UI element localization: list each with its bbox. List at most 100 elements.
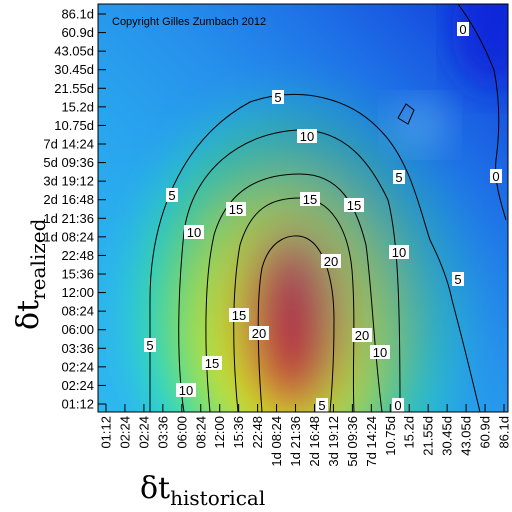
contour-label: 10	[297, 129, 317, 144]
svg-text:15: 15	[205, 356, 219, 371]
x-tick-label: 1d 21:36	[288, 416, 303, 467]
contour-label: 5	[452, 272, 464, 287]
svg-text:δthistorical: δthistorical	[140, 471, 265, 510]
contour-label: 10	[184, 225, 204, 240]
y-tick-label: 10.75d	[54, 118, 94, 133]
svg-text:10: 10	[187, 225, 201, 240]
x-tick-label: 10.75d	[383, 416, 398, 456]
x-tick-label: 1d 08:24	[269, 416, 284, 467]
y-tick-label: 02:24	[61, 378, 94, 393]
svg-text:20: 20	[252, 326, 266, 341]
y-axis-symbol: δt	[11, 300, 46, 330]
svg-text:20: 20	[324, 254, 338, 269]
svg-text:5: 5	[318, 398, 325, 413]
y-tick-label: 3d 19:12	[43, 174, 94, 189]
contour-label: 15	[226, 202, 246, 217]
svg-text:10: 10	[179, 383, 193, 398]
contour-label: 20	[249, 326, 269, 341]
contour-label: 15	[202, 356, 222, 371]
svg-text:5: 5	[168, 188, 175, 203]
x-tick-label: 2d 16:48	[307, 416, 322, 467]
contour-label: 15	[229, 308, 249, 323]
x-tick-label: 43.05d	[459, 416, 474, 456]
svg-text:15: 15	[229, 202, 243, 217]
x-tick-label: 12:00	[212, 416, 227, 449]
contour-label: 10	[176, 383, 196, 398]
svg-text:10: 10	[300, 129, 314, 144]
y-axis-title: δtrealized	[11, 218, 50, 330]
contour-label: 0	[490, 169, 502, 184]
x-tick-label: 86.1d	[497, 416, 512, 449]
x-tick-label: 15.2d	[402, 416, 417, 449]
y-axis: 01:12 02:24 02:24 03:36 06:00 08:24 12:00 15:36…	[43, 7, 106, 412]
contour-label: 0	[392, 398, 404, 413]
y-tick-label: 15.2d	[61, 99, 94, 114]
plot-frame	[97, 3, 509, 413]
x-axis-symbol: δt	[140, 471, 170, 506]
y-tick-label: 86.1d	[61, 7, 94, 22]
contour-label: 5	[166, 188, 178, 203]
svg-text:0: 0	[459, 22, 466, 37]
x-tick-label: 02:24	[136, 416, 151, 449]
y-tick-label: 02:24	[61, 359, 94, 374]
copyright-annotation: Copyright Gilles Zumbach 2012	[112, 16, 266, 28]
x-tick-label: 5d 09:36	[345, 416, 360, 467]
y-tick-label: 03:36	[61, 341, 94, 356]
x-tick-label: 22:48	[250, 416, 265, 449]
x-tick-label: 3d 19:12	[326, 416, 341, 467]
y-tick-label: 12:00	[61, 285, 94, 300]
y-tick-label: 5d 09:36	[43, 155, 94, 170]
svg-text:δtrealized: δtrealized	[11, 218, 50, 330]
y-tick-label: 30.45d	[54, 62, 94, 77]
y-tick-label: 01:12	[61, 397, 94, 412]
contour-label: 5	[316, 398, 328, 413]
plot-area: 0 0 0 5 5 5 5 5 5 10 10 10 10 10 15 15 1…	[98, 4, 508, 413]
x-tick-label: 02:24	[117, 416, 132, 449]
contour-label: 5	[393, 170, 405, 185]
x-tick-label: 7d 14:24	[364, 416, 379, 467]
svg-text:5: 5	[395, 170, 402, 185]
x-axis-title: δthistorical	[140, 471, 265, 510]
y-tick-label: 06:00	[61, 322, 94, 337]
x-tick-label: 60.9d	[478, 416, 493, 449]
svg-text:5: 5	[274, 90, 281, 105]
svg-text:10: 10	[392, 245, 406, 260]
contour-label: 5	[272, 90, 284, 105]
x-axis-subscript: historical	[170, 486, 265, 510]
x-tick-label: 30.45d	[440, 416, 455, 456]
x-tick-label: 15:36	[231, 416, 246, 449]
contour-label: 20	[321, 254, 341, 269]
svg-text:10: 10	[373, 345, 387, 360]
contour-label: 10	[370, 345, 390, 360]
x-tick-label: 06:00	[174, 416, 189, 449]
y-tick-label: 43.05d	[54, 44, 94, 59]
y-axis-subscript: realized	[26, 218, 50, 299]
svg-text:15: 15	[232, 308, 246, 323]
x-axis: 01:12 02:24 02:24 03:36 06:00 08:24 12:00 15:36…	[99, 404, 512, 467]
y-tick-label: 2d 16:48	[43, 192, 94, 207]
y-tick-label: 15:36	[61, 267, 94, 282]
contour-label: 0	[457, 22, 469, 37]
x-tick-label: 03:36	[155, 416, 170, 449]
contour-label: 15	[344, 198, 364, 213]
svg-text:0: 0	[394, 398, 401, 413]
y-tick-label: 21.55d	[54, 81, 94, 96]
contour-label-group: 0 0 0 5 5 5 5 5 5 10 10 10 10 10 15 15 1…	[144, 22, 502, 413]
y-tick-label: 1d 21:36	[43, 211, 94, 226]
y-tick-label: 22:48	[61, 248, 94, 263]
y-tick-label: 7d 14:24	[43, 137, 94, 152]
svg-text:20: 20	[355, 328, 369, 343]
contour-label: 20	[352, 328, 372, 343]
svg-text:15: 15	[347, 198, 361, 213]
contour-label: 15	[300, 192, 320, 207]
svg-text:0: 0	[492, 169, 499, 184]
y-tick-label: 1d 08:24	[43, 229, 94, 244]
x-tick-label: 01:12	[99, 416, 114, 449]
x-tick-label: 21.55d	[421, 416, 436, 456]
y-tick-label: 08:24	[61, 304, 94, 319]
y-tick-label: 60.9d	[61, 25, 94, 40]
contour-label: 5	[144, 338, 156, 353]
x-tick-label: 08:24	[193, 416, 208, 449]
svg-text:5: 5	[454, 272, 461, 287]
